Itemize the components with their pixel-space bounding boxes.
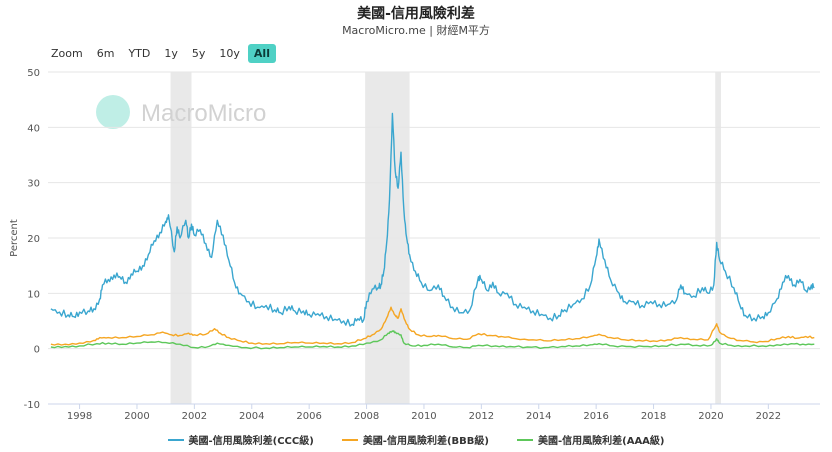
zoom-label: Zoom	[51, 47, 83, 60]
chart-plot: MacroMicro -10 0 10 20 30 40 50 1998 2000 2002 2004…	[9, 68, 820, 422]
x-tick-label: 2008	[354, 411, 379, 422]
chart-title: 美國-信用風險利差	[357, 6, 475, 22]
watermark-logo-icon	[96, 95, 130, 129]
legend-item-ccc[interactable]: 美國-信用風險利差(CCC級)	[167, 432, 314, 447]
legend-item-aaa[interactable]: 美國-信用風險利差(AAA級)	[516, 432, 665, 447]
y-tick-label: 20	[27, 234, 40, 245]
x-tick-label: 2002	[182, 411, 207, 422]
x-tick-label: 2006	[296, 411, 321, 422]
series-line-ccc	[50, 112, 815, 327]
x-tick-label: 2018	[641, 411, 666, 422]
legend-item-bbb[interactable]: 美國-信用風險利差(BBB級)	[341, 432, 489, 447]
zoom-1y-button[interactable]: 1y	[164, 47, 178, 60]
y-axis-label: Percent	[9, 219, 20, 257]
y-tick-label: 50	[27, 68, 40, 79]
x-tick-label: 1998	[67, 411, 92, 422]
legend-swatch-ccc	[167, 438, 184, 441]
series-line-aaa	[50, 330, 815, 350]
zoom-10y-button[interactable]: 10y	[219, 47, 240, 60]
x-tick-label: 2022	[756, 411, 781, 422]
legend-swatch-aaa	[516, 438, 533, 441]
legend-label-bbb: 美國-信用風險利差(BBB級)	[362, 436, 489, 447]
x-tick-label: 2014	[526, 411, 551, 422]
x-tick-label: 2000	[124, 411, 149, 422]
y-tick-label: -10	[24, 400, 40, 411]
chart-subtitle: MacroMicro.me | 財經M平方	[342, 24, 490, 37]
x-tick-label: 2004	[239, 411, 264, 422]
legend-swatch-bbb	[341, 438, 358, 441]
x-tick-label: 2012	[469, 411, 494, 422]
series-line-bbb	[50, 306, 815, 346]
y-tick-label: 0	[34, 345, 40, 356]
y-tick-label: 40	[27, 123, 40, 134]
y-tick-label: 10	[27, 289, 40, 300]
watermark-text: MacroMicro	[141, 100, 266, 127]
zoom-5y-button[interactable]: 5y	[191, 47, 206, 60]
legend: 美國-信用風險利差(CCC級) 美國-信用風險利差(BBB級) 美國-信用風險利…	[0, 432, 832, 447]
x-tick-label: 2016	[583, 411, 608, 422]
y-tick-label: 30	[27, 179, 40, 190]
legend-label-aaa: 美國-信用風險利差(AAA級)	[537, 436, 665, 447]
watermark: MacroMicro	[96, 95, 266, 129]
x-tick-label: 2020	[698, 411, 723, 422]
zoom-all-button[interactable]: All	[247, 44, 276, 63]
zoom-ytd-button[interactable]: YTD	[128, 47, 151, 60]
zoom-6m-button[interactable]: 6m	[96, 47, 115, 60]
zoom-bar: Zoom 6m YTD 1y 5y 10y All	[51, 44, 276, 63]
x-tick-label: 2010	[411, 411, 436, 422]
legend-label-ccc: 美國-信用風險利差(CCC級)	[188, 436, 314, 447]
